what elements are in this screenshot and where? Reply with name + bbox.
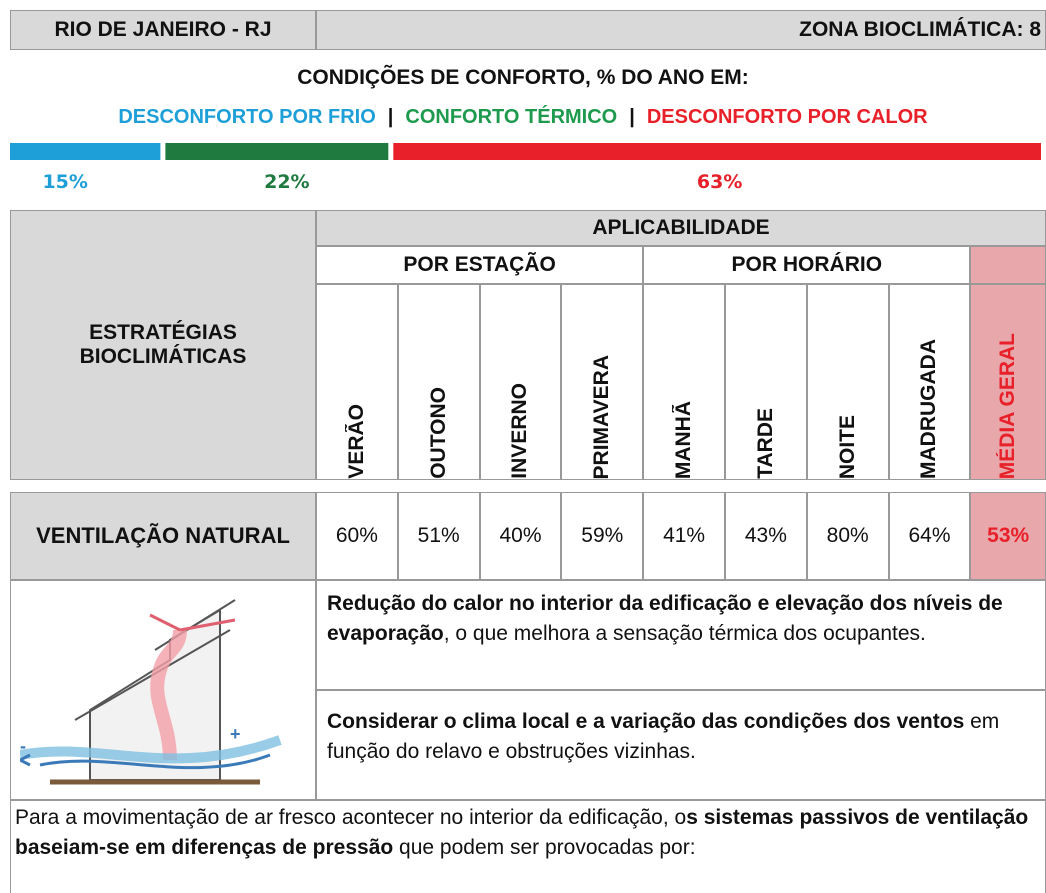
text-run: em função do relavo e obstruções vizinha… — [327, 710, 1000, 763]
svg-text:+: + — [230, 724, 241, 744]
illustration-cell — [10, 580, 316, 800]
city-cell: RIO DE JANEIRO - RJ — [10, 10, 316, 50]
description: Redução do calor no interior da edificaç… — [316, 580, 1046, 690]
text-run: que podem ser provocadas por: — [393, 836, 696, 859]
zone: ZONA BIOCLIMÁTICA: 8 — [799, 18, 1041, 41]
strategy-value: 41% — [643, 492, 725, 580]
column-label: VERÃO — [344, 404, 368, 479]
text-run: s sistemas passivos de ventilação baseia… — [15, 806, 1029, 859]
comfort-segment — [393, 143, 1041, 160]
illustration: + - — [20, 599, 282, 785]
comfort-value: 22% — [264, 171, 309, 193]
column-label: PRIMAVERA — [590, 354, 614, 479]
comfort-title: CONDIÇÕES DE CONFORTO, % DO ANO EM: — [297, 66, 749, 89]
strategy-value: 51% — [397, 492, 480, 580]
text-run: Para a movimentação de ar fresco acontec… — [15, 806, 687, 829]
applicability: APLICABILIDADE — [316, 210, 1046, 246]
column-header: MANHÃ — [643, 284, 725, 480]
strategy-value: 59% — [561, 492, 644, 580]
column-label: INVERNO — [508, 383, 532, 479]
header-line: ESTRATÉGIAS — [89, 321, 237, 344]
column-header: TARDE — [725, 284, 807, 480]
column-label: OUTONO — [426, 387, 450, 479]
avg-header-top — [970, 246, 1046, 284]
strategy-value: 64% — [888, 492, 971, 580]
column-label: NOITE — [835, 414, 859, 479]
comfort-segment — [10, 143, 161, 160]
group: POR ESTAÇÃO — [316, 246, 644, 284]
header-line: BIOCLIMÁTICAS — [79, 345, 247, 368]
strategies-header: ESTRATÉGIAS BIOCLIMÁTICAS — [10, 210, 316, 480]
column-label: MADRUGADA — [917, 339, 941, 479]
text-run: Redução do calor no interior da edificaç… — [327, 592, 1003, 645]
note: Para a movimentação de ar fresco acontec… — [10, 800, 1046, 893]
comfort-value: 15% — [42, 171, 87, 193]
text-run: Considerar o clima local e a variação da… — [327, 710, 965, 733]
legend-item: DESCONFORTO POR FRIO — [118, 106, 376, 128]
comfort-segment — [165, 143, 389, 160]
column-header: MADRUGADA — [888, 284, 971, 480]
comfort-legend: DESCONFORTO POR FRIO | CONFORTO TÉRMICO | DE… — [0, 106, 1046, 129]
strategy-value: 60% — [316, 492, 398, 580]
strategy-name: VENTILAÇÃO NATURAL — [10, 492, 316, 580]
strategy-value: 43% — [725, 492, 807, 580]
column-label: TARDE — [753, 408, 777, 479]
column-header: OUTONO — [397, 284, 480, 480]
description: Considerar o clima local e a variação da… — [316, 690, 1046, 800]
zone-cell: ZONA BIOCLIMÁTICA: 8 — [316, 10, 1046, 50]
column-header: PRIMAVERA — [561, 284, 644, 480]
strategy-value: 80% — [806, 492, 889, 580]
group: POR HORÁRIO — [643, 246, 971, 284]
comfort-value: 63% — [697, 171, 742, 193]
text-run: , o que melhora a sensação térmica dos o… — [443, 622, 926, 645]
column-header: VERÃO — [316, 284, 398, 480]
column-label: MÉDIA GERAL — [996, 332, 1020, 479]
strategy-value: 53% — [970, 492, 1046, 580]
legend-item: | — [387, 106, 394, 128]
legend-item: | — [629, 106, 635, 128]
comfort-bar: 15% 22% 63% — [10, 143, 1041, 193]
strategy-value: 40% — [479, 492, 562, 580]
city: RIO DE JANEIRO - RJ — [54, 18, 272, 41]
legend-item: DESCONFORTO POR CALOR — [646, 106, 928, 128]
svg-text:-: - — [20, 736, 26, 756]
column-label: MANHÃ — [672, 400, 696, 479]
column-header: INVERNO — [479, 284, 562, 480]
legend-item: CONFORTO TÉRMICO — [405, 106, 618, 128]
column-header: NOITE — [806, 284, 889, 480]
column-header: MÉDIA GERAL — [970, 284, 1046, 480]
